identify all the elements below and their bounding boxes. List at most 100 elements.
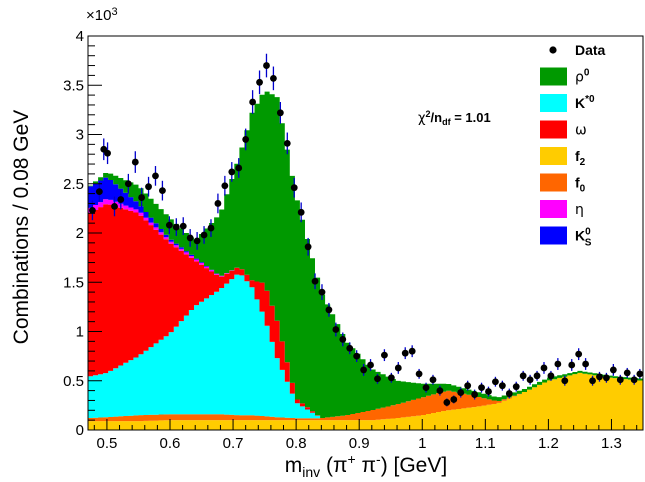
- x-tick-label: 0.8: [286, 435, 307, 452]
- data-point: [131, 158, 139, 166]
- y-tick-label: 2.5: [63, 176, 84, 193]
- data-point: [485, 388, 492, 395]
- data-point: [228, 168, 236, 176]
- data-point: [381, 351, 388, 359]
- data-point: [283, 139, 291, 147]
- data-point: [533, 372, 541, 380]
- x-axis-title: minv (π+ π-) [GeV]: [285, 451, 447, 480]
- data-point: [242, 136, 250, 143]
- data-point: [117, 196, 125, 203]
- data-point: [394, 364, 402, 372]
- legend-swatch-rho: [540, 67, 567, 86]
- legend-swatch-f0: [540, 173, 567, 192]
- x-tick-label: 1.3: [601, 435, 622, 452]
- data-point: [172, 223, 180, 231]
- y-multiplier: ×103: [86, 6, 118, 24]
- data-point: [152, 172, 159, 180]
- data-point: [575, 350, 583, 358]
- x-tick-label: 0.7: [223, 435, 244, 452]
- data-point: [193, 237, 201, 245]
- legend-label-data: Data: [575, 42, 606, 58]
- y-tick-label: 3.5: [63, 77, 84, 94]
- data-point: [235, 164, 243, 172]
- data-point: [512, 383, 520, 391]
- data-point: [221, 182, 229, 190]
- data-point: [263, 62, 270, 69]
- data-point: [582, 360, 590, 368]
- data-point: [554, 360, 562, 368]
- legend-label-ks: K0 S: [575, 227, 592, 249]
- data-point: [89, 206, 96, 214]
- legend-marker-data: [549, 46, 557, 54]
- y-multiplier-exponent: 3: [111, 6, 117, 18]
- y-axis-title: Combinations / 0.08 GeV: [10, 110, 33, 345]
- data-point: [616, 376, 624, 384]
- y-tick-label: 1: [76, 324, 84, 341]
- data-point: [422, 384, 430, 392]
- data-point: [589, 377, 596, 385]
- data-point: [360, 366, 368, 374]
- legend-swatch-kstar: [540, 94, 567, 112]
- data-point: [540, 364, 548, 372]
- data-point: [311, 277, 319, 285]
- data-point: [325, 306, 333, 314]
- data-point: [111, 203, 118, 210]
- data-point: [519, 372, 527, 380]
- y-tick-label: 1.5: [63, 274, 84, 291]
- data-point: [464, 382, 472, 390]
- data-point: [256, 78, 263, 86]
- y-tick-label: 2: [76, 225, 84, 242]
- data-point: [339, 335, 347, 343]
- y-tick-label: 4: [76, 28, 84, 45]
- data-point: [186, 234, 194, 242]
- stack-f2-area: [88, 372, 643, 430]
- data-point: [270, 74, 277, 82]
- chi2-annotation: χ2/ndf = 1.01: [418, 109, 491, 127]
- data-point: [207, 224, 215, 232]
- data-point: [443, 399, 451, 406]
- data-point: [492, 378, 499, 386]
- legend-label-f2: f2: [575, 148, 586, 168]
- data-point: [145, 183, 152, 191]
- data-point: [603, 374, 610, 382]
- y-tick-label: 3: [76, 127, 84, 144]
- data-point: [249, 98, 257, 106]
- legend-label-omega: ω: [575, 123, 587, 139]
- data-point: [297, 208, 305, 216]
- data-point: [436, 387, 444, 394]
- x-tick-label: 0.6: [160, 435, 181, 452]
- data-point: [457, 389, 465, 396]
- legend-swatch-f2: [540, 147, 567, 165]
- data-point: [568, 361, 576, 369]
- legend-label-rho: ρ0: [575, 68, 590, 86]
- data-point: [387, 374, 395, 382]
- data-point: [304, 243, 312, 251]
- data-point: [429, 376, 437, 384]
- data-point: [353, 352, 361, 360]
- data-point: [124, 180, 132, 188]
- data-point: [623, 369, 631, 377]
- data-point: [498, 382, 506, 390]
- data-point: [526, 376, 534, 384]
- x-tick-label: 1.2: [538, 435, 559, 452]
- x-tick-label: 1.1: [475, 435, 496, 452]
- data-point: [408, 347, 416, 355]
- legend-swatch-eta: [540, 200, 567, 218]
- legend-swatch-omega: [540, 120, 567, 139]
- data-point: [401, 349, 409, 357]
- stacked-histogram: [88, 91, 643, 430]
- data-point: [374, 375, 381, 383]
- data-point: [332, 326, 340, 333]
- data-point: [505, 390, 513, 397]
- data-point: [104, 149, 111, 157]
- data-point: [200, 231, 208, 239]
- data-point: [596, 373, 603, 381]
- legend-label-eta: η: [575, 202, 584, 218]
- data-point: [450, 396, 458, 403]
- x-tick-label: 1: [418, 435, 426, 452]
- data-point: [636, 370, 644, 378]
- data-point: [138, 194, 146, 201]
- data-point: [630, 376, 638, 384]
- data-point: [165, 221, 173, 229]
- x-tick-label: 0.5: [96, 435, 117, 452]
